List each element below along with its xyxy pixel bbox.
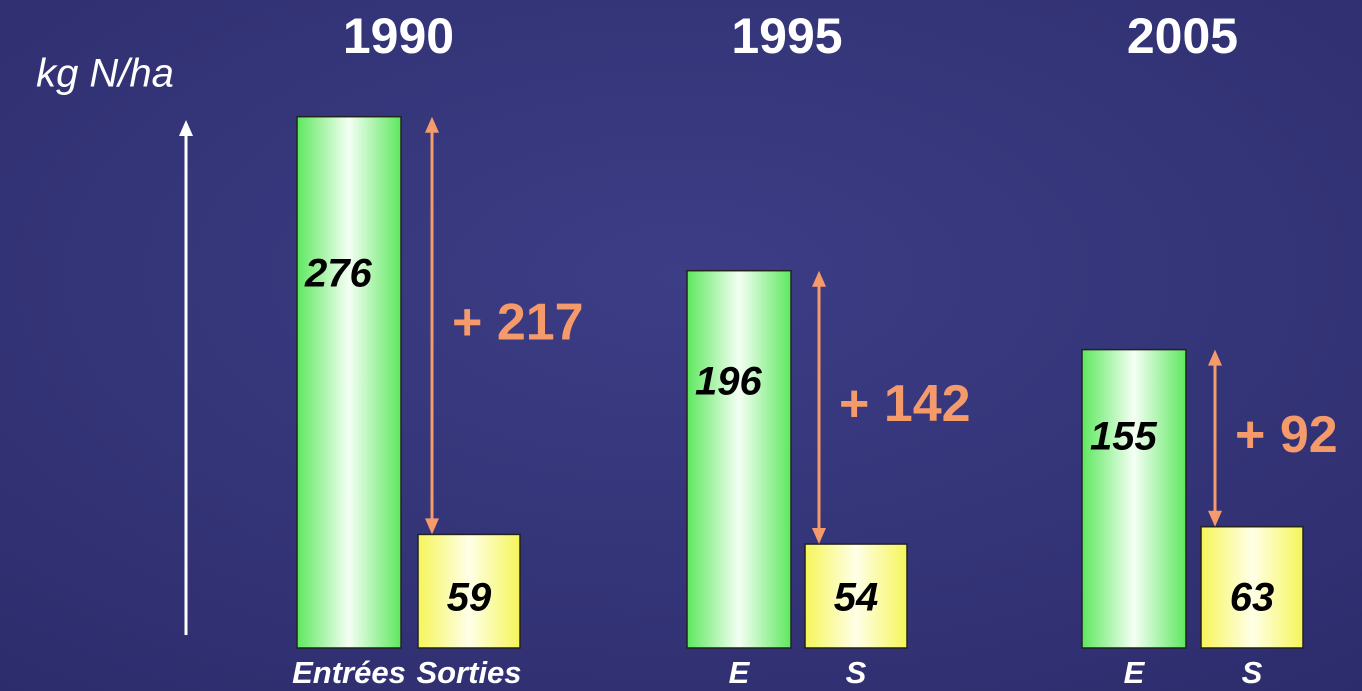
group-title: 1990 <box>343 8 454 64</box>
value-label: 63 <box>1230 576 1275 620</box>
difference-label: + 217 <box>452 293 584 351</box>
difference-label: + 142 <box>839 375 971 433</box>
category-label: S <box>846 655 867 690</box>
arrow-head <box>425 518 439 535</box>
arrow-head <box>425 116 439 133</box>
arrow-head <box>812 270 826 287</box>
y-axis-label: kg N/ha <box>36 52 174 96</box>
category-label: E <box>729 655 751 690</box>
bar <box>686 269 792 649</box>
value-label: 276 <box>304 252 372 296</box>
category-label: S <box>1242 655 1263 690</box>
difference-label: + 92 <box>1235 406 1338 464</box>
bar <box>417 533 521 649</box>
bar <box>296 115 402 649</box>
arrow-head <box>1208 510 1222 527</box>
category-label: E <box>1124 655 1146 690</box>
y-axis-arrow <box>179 120 193 136</box>
arrow-head <box>1208 349 1222 366</box>
value-label: 54 <box>834 576 879 620</box>
category-label: Entrées <box>292 655 406 690</box>
bar <box>804 543 908 649</box>
value-label: 196 <box>695 359 762 403</box>
bar <box>1200 525 1304 649</box>
bar <box>1081 348 1187 649</box>
group-title: 2005 <box>1127 8 1238 64</box>
arrow-head <box>812 528 826 545</box>
value-label: 155 <box>1090 415 1157 459</box>
category-label: Sorties <box>416 655 521 690</box>
group-title: 1995 <box>731 8 842 64</box>
value-label: 59 <box>447 576 492 620</box>
